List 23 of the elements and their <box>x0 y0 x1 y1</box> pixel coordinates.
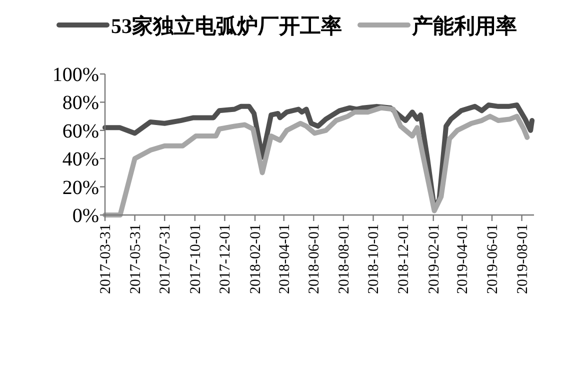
y-tick-label: 100% <box>52 64 99 86</box>
x-tick-label: 2019-04-01 <box>455 224 472 294</box>
x-tick-label: 2017-07-31 <box>158 224 174 294</box>
x-tick-label: 2019-02-01 <box>426 224 442 294</box>
x-tick-label: 2018-12-01 <box>396 224 412 294</box>
legend-label: 53家独立电弧炉厂开工率 <box>111 14 342 38</box>
x-tick-label: 2017-03-31 <box>98 224 114 294</box>
legend-label: 产能利用率 <box>411 14 517 38</box>
x-tick-label: 2017-12-01 <box>218 224 234 294</box>
x-tick-label: 2017-05-31 <box>128 224 144 294</box>
x-tick-label: 2019-06-01 <box>484 224 501 294</box>
x-tick-label: 2018-06-01 <box>306 224 323 294</box>
x-tick-label: 2019-08-01 <box>514 224 531 294</box>
x-tick-label: 2018-04-01 <box>276 224 293 294</box>
x-tick-label: 2017-10-01 <box>188 224 204 294</box>
y-tick-label: 60% <box>62 120 99 142</box>
y-tick-label: 0% <box>72 205 99 227</box>
x-tick-label: 2018-02-01 <box>248 224 264 294</box>
x-tick-label: 2018-08-01 <box>336 224 352 294</box>
y-tick-label: 80% <box>62 92 99 114</box>
y-tick-label: 40% <box>62 148 99 171</box>
y-tick-label: 20% <box>62 176 99 199</box>
x-tick-label: 2018-10-01 <box>366 224 382 294</box>
